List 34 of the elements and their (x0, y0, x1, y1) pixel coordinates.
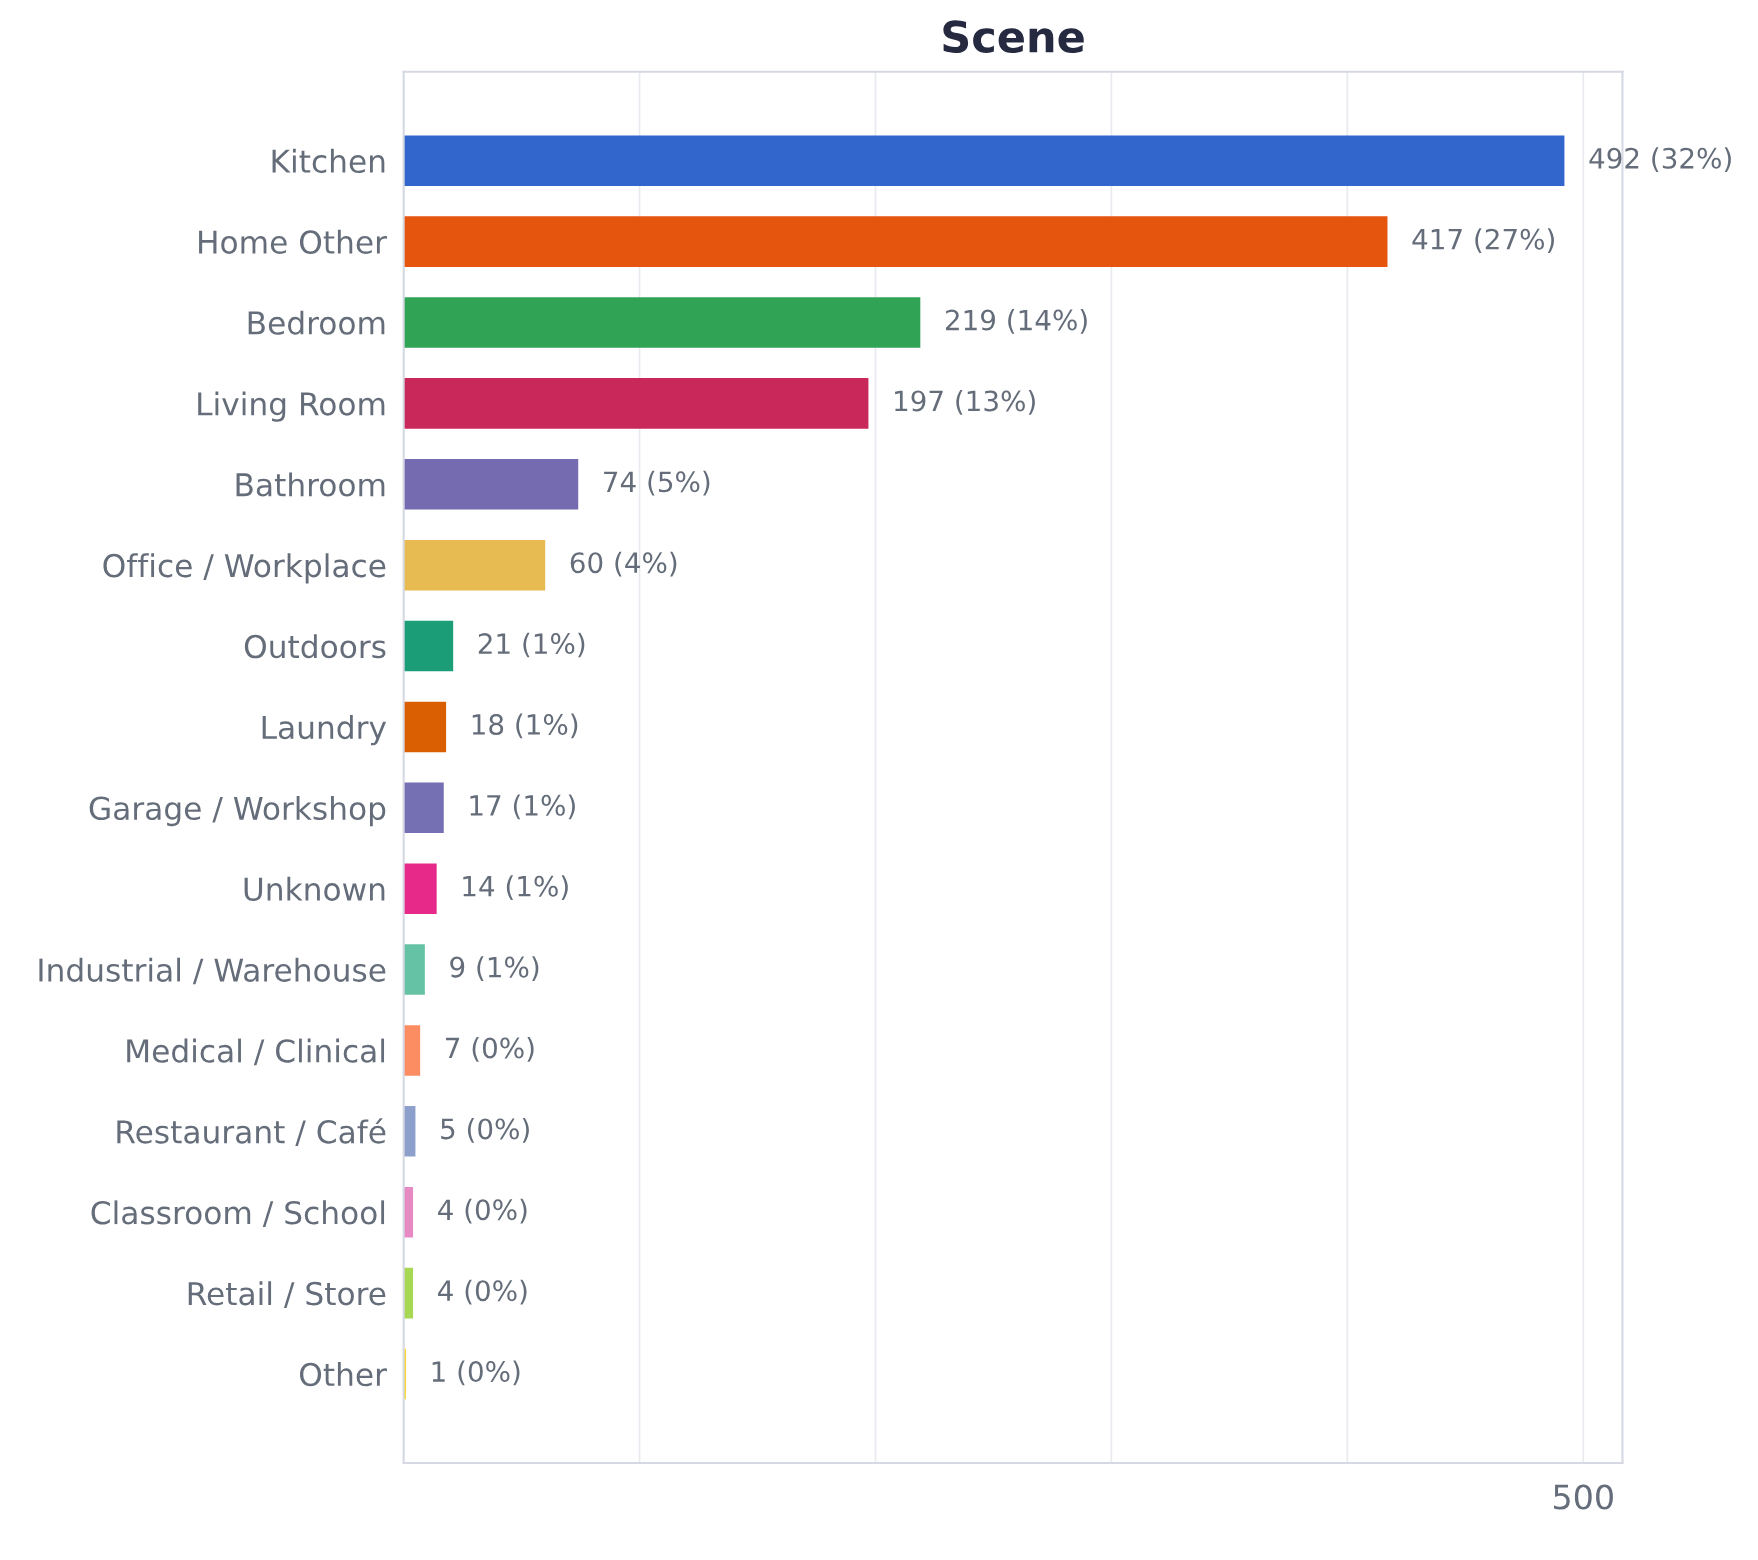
chart-title: Scene (943, 20, 1084, 53)
data-label: 74 (5%) (604, 470, 710, 496)
y-tick-label: Unknown (244, 876, 385, 902)
y-tick-label: Bedroom (248, 310, 385, 335)
x-tick-label: 500 (1554, 1484, 1613, 1510)
data-label: 17 (1%) (470, 794, 575, 820)
data-label: 21 (1%) (478, 632, 585, 658)
y-tick-label: Retail / Store (188, 1281, 386, 1308)
data-label: 4 (0%) (438, 1279, 527, 1305)
data-label: 417 (27%) (1412, 228, 1554, 253)
data-label: 492 (32%) (1589, 147, 1731, 173)
y-tick-label: Other (299, 1362, 387, 1387)
y-tick-label: Classroom / School (91, 1200, 385, 1227)
data-label: 1 (0%) (432, 1360, 520, 1386)
data-label: 4 (0%) (438, 1198, 527, 1224)
y-tick-label: Laundry (262, 715, 387, 746)
data-label: 219 (14%) (945, 309, 1087, 334)
y-tick-label: Living Room (198, 391, 385, 422)
data-label: 7 (0%) (446, 1037, 534, 1062)
y-tick-label: Industrial / Warehouse (39, 957, 386, 985)
y-tick-label: Medical / Clinical (127, 1038, 385, 1066)
y-tick-label: Restaurant / Café (117, 1118, 386, 1147)
y-tick-label: Garage / Workshop (89, 795, 386, 827)
y-tick-label: Outdoors (244, 634, 386, 659)
data-label: 18 (1%) (472, 713, 578, 739)
y-tick-label: Kitchen (272, 148, 385, 174)
data-label: 14 (1%) (463, 875, 568, 901)
data-label: 60 (4%) (570, 551, 677, 577)
data-label: 197 (13%) (895, 389, 1035, 415)
data-label: 9 (1%) (450, 956, 539, 981)
y-tick-label: Home Other (199, 229, 387, 254)
y-tick-label: Bathroom (236, 472, 385, 497)
y-tick-label: Office / Workplace (103, 553, 386, 584)
data-label: 5 (0%) (441, 1117, 529, 1143)
